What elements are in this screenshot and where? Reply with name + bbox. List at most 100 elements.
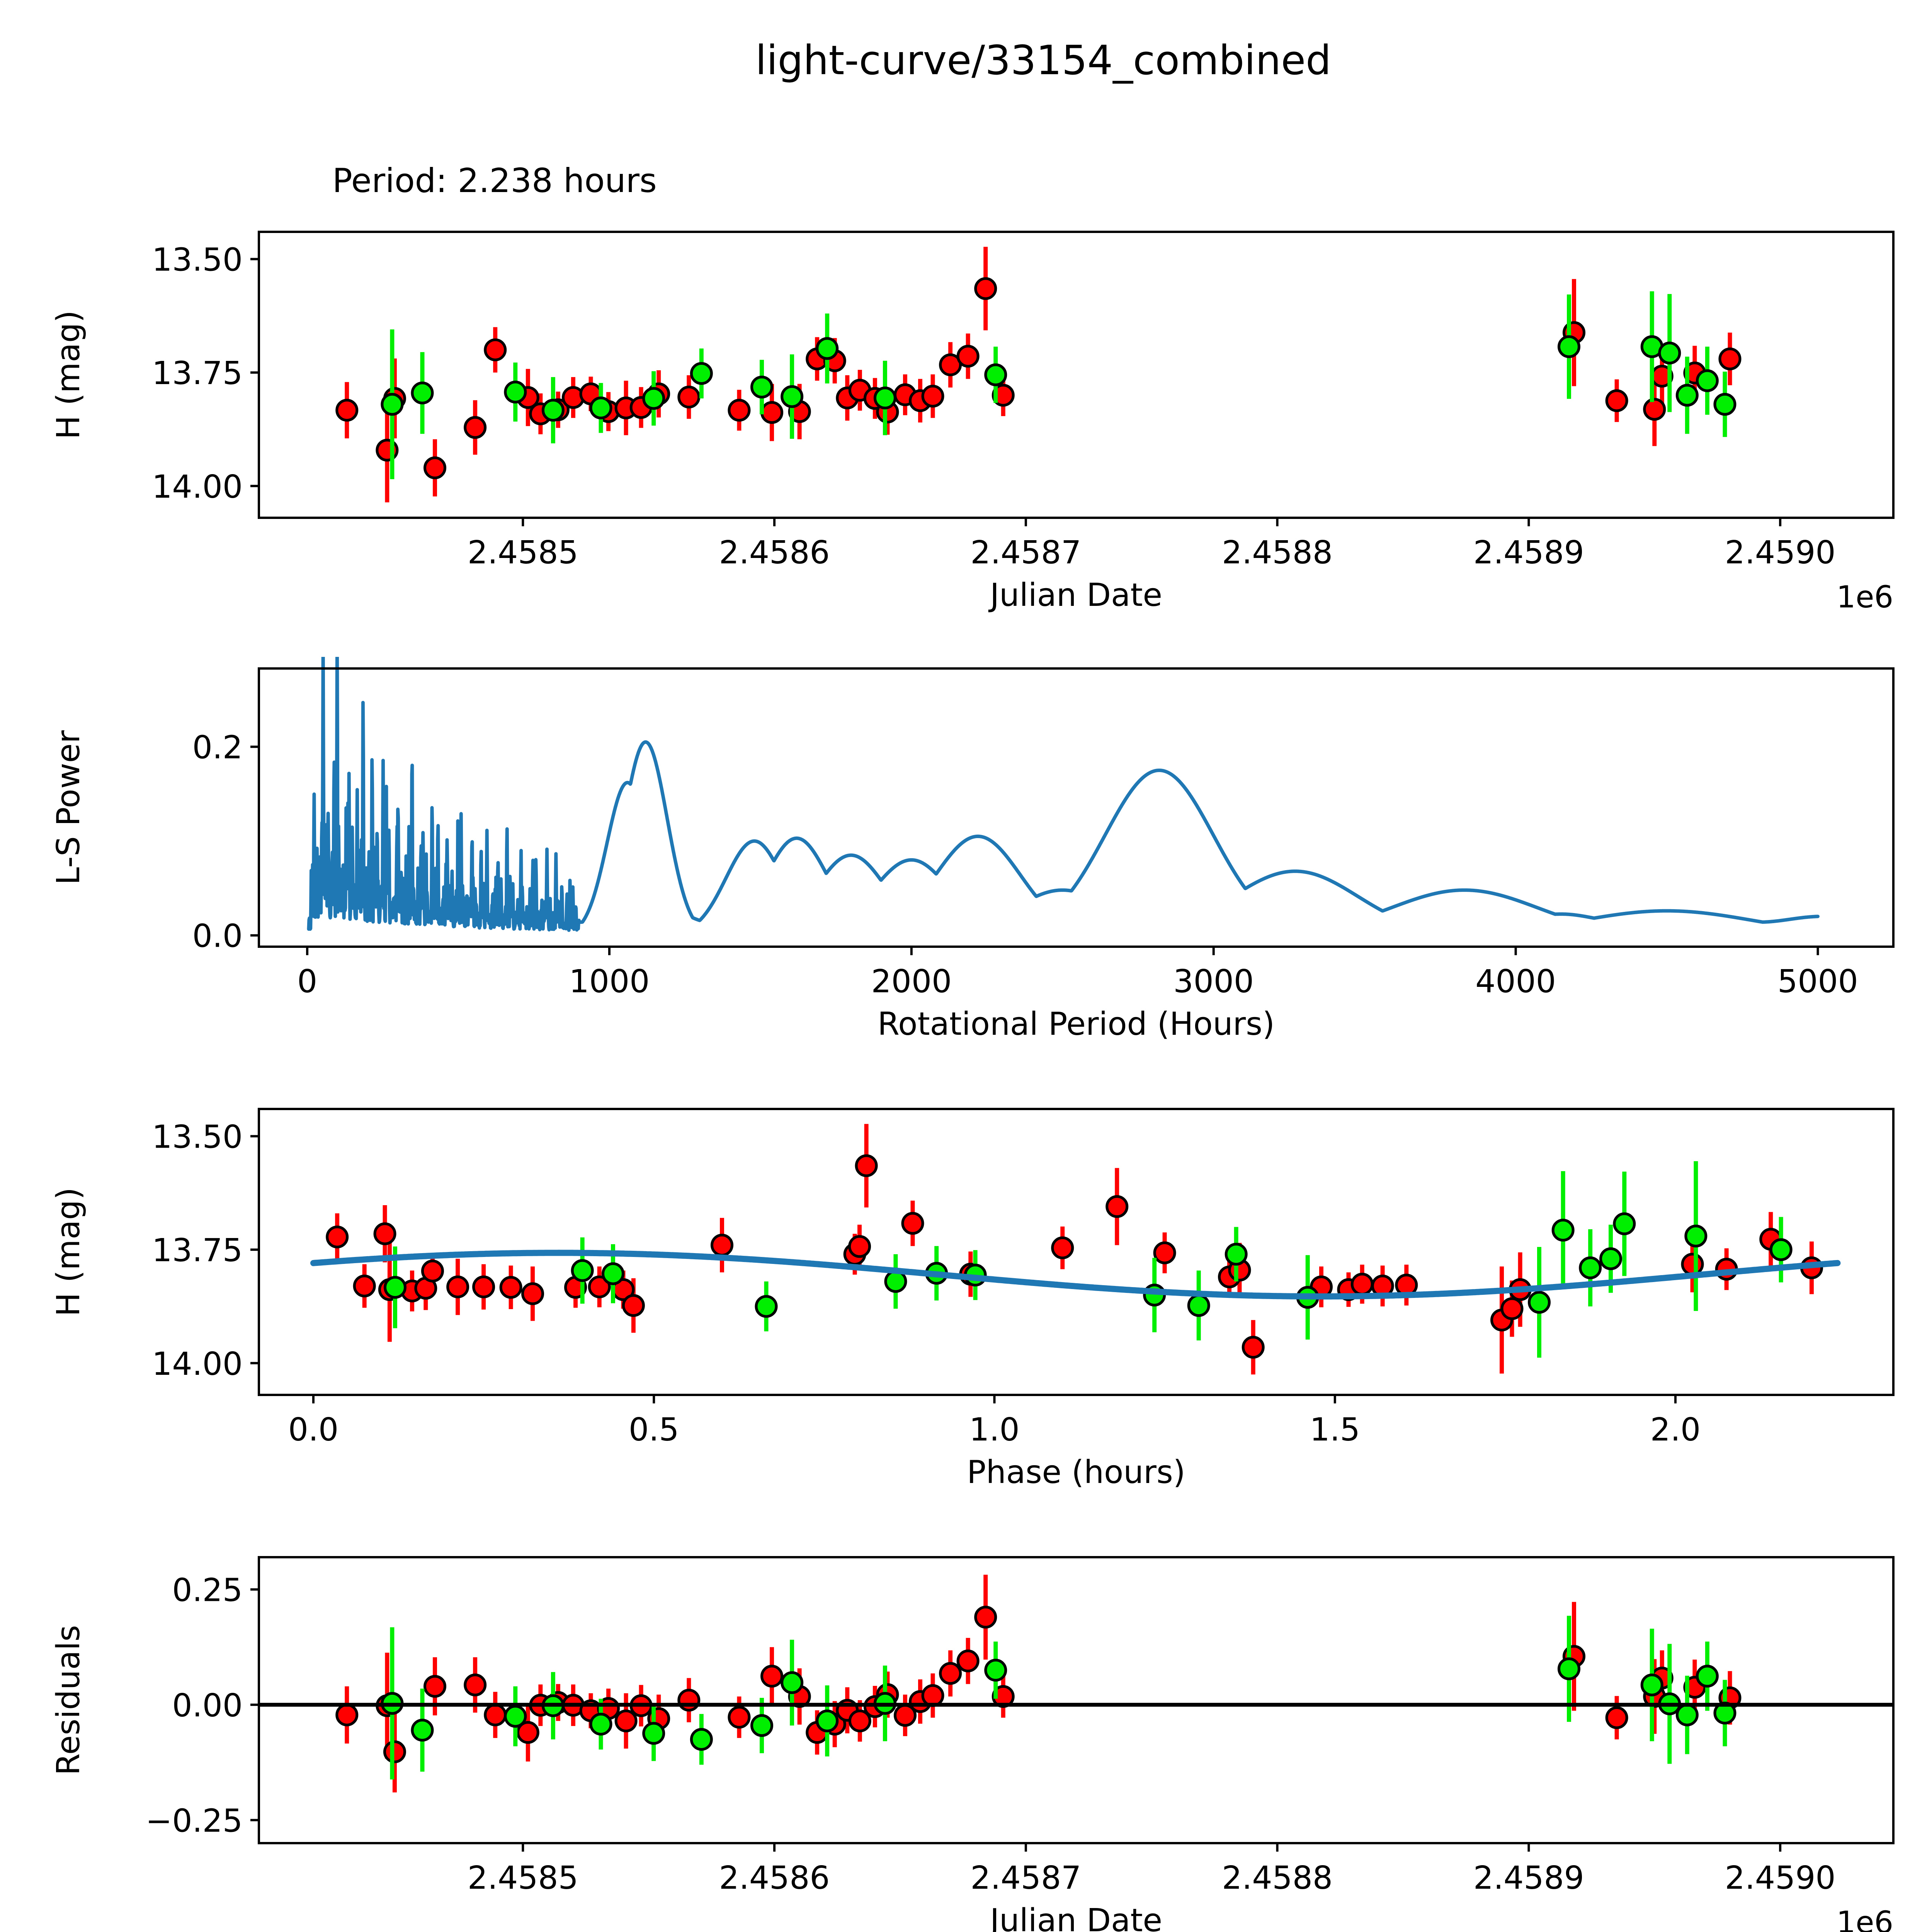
data-point[interactable] [1675,384,1699,407]
data-point[interactable] [373,1222,396,1245]
data-point[interactable] [781,385,804,408]
data-point[interactable] [1605,389,1628,412]
data-point[interactable] [335,1703,359,1726]
data-point[interactable] [1558,1657,1581,1680]
data-point[interactable] [1718,347,1742,371]
data-point[interactable] [1500,1297,1524,1320]
data-point[interactable] [992,384,1015,407]
data-point[interactable] [974,277,997,300]
data-point[interactable] [677,386,701,409]
data-point[interactable] [1613,1212,1636,1235]
data-point[interactable] [901,1212,924,1235]
data-point[interactable] [484,338,507,361]
data-point[interactable] [848,1235,871,1258]
data-point[interactable] [1713,393,1736,416]
panel-residuals: 2.4585 2.4586 2.4587 2.4588 2.4589 2.4590 0.25… [0,1542,1932,1932]
data-point[interactable] [571,1259,594,1282]
data-point[interactable] [499,1276,522,1299]
data-point[interactable] [760,1665,784,1688]
data-point[interactable] [472,1275,495,1298]
data-point[interactable] [755,1295,778,1318]
data-point[interactable] [939,353,962,376]
data-point[interactable] [1187,1294,1210,1317]
data-point[interactable] [383,1740,406,1764]
data-point[interactable] [1640,1673,1663,1697]
data-point[interactable] [728,1706,751,1729]
data-point[interactable] [504,381,527,404]
data-point[interactable] [1528,1291,1551,1314]
data-point[interactable] [384,1276,406,1299]
data-point[interactable] [1105,1195,1129,1218]
data-point[interactable] [690,362,713,385]
data-point[interactable] [464,1673,487,1697]
data-point[interactable] [423,456,447,480]
data-point[interactable] [381,393,404,416]
data-point[interactable] [1579,1256,1602,1279]
data-point[interactable] [642,1722,665,1745]
series-red [326,1124,1823,1375]
data-point[interactable] [642,387,665,410]
data-point[interactable] [589,1713,612,1736]
data-point[interactable] [1605,1706,1628,1729]
data-point[interactable] [1675,1703,1699,1726]
data-point[interactable] [1696,369,1719,392]
data-point[interactable] [521,1282,544,1305]
data-point[interactable] [353,1274,376,1298]
data-point[interactable] [589,396,612,420]
data-point[interactable] [750,1714,774,1737]
data-point[interactable] [614,1709,638,1733]
data-point[interactable] [411,381,434,405]
data-point[interactable] [728,399,751,422]
data-point[interactable] [1153,1241,1176,1264]
data-point[interactable] [622,1294,645,1317]
data-point[interactable] [939,1662,962,1685]
data-point[interactable] [1051,1236,1074,1259]
data-point[interactable] [421,1259,444,1282]
data-point[interactable] [760,401,784,424]
data-point[interactable] [974,1605,997,1629]
data-point[interactable] [516,1721,539,1744]
data-point[interactable] [855,1154,878,1177]
data-point[interactable] [816,337,839,360]
data-point[interactable] [921,1684,944,1707]
data-point[interactable] [816,1709,839,1733]
data-point[interactable] [984,363,1007,386]
data-point[interactable] [1242,1336,1265,1359]
data-point[interactable] [464,416,487,439]
data-point[interactable] [335,399,359,422]
data-point[interactable] [1769,1238,1793,1261]
data-point[interactable] [588,1275,611,1298]
data-point[interactable] [690,1728,713,1751]
data-point[interactable] [411,1719,434,1742]
data-point[interactable] [1681,1253,1704,1276]
data-point[interactable] [1350,1272,1374,1296]
data-point[interactable] [446,1275,469,1298]
data-point[interactable] [984,1658,1007,1682]
data-point[interactable] [423,1675,447,1698]
data-point[interactable] [1684,1225,1708,1248]
data-point[interactable] [677,1689,701,1712]
data-point[interactable] [541,399,565,422]
data-point[interactable] [956,1650,980,1673]
data-point[interactable] [1558,335,1581,358]
data-point[interactable] [921,384,944,408]
data-point[interactable] [781,1671,804,1694]
data-point[interactable] [873,386,896,410]
data-point[interactable] [1599,1247,1622,1270]
data-point[interactable] [602,1262,624,1285]
data-point[interactable] [711,1233,733,1257]
data-point[interactable] [1658,342,1681,365]
data-point[interactable] [956,345,980,368]
data-point[interactable] [1696,1665,1719,1688]
data-point[interactable] [484,1703,507,1726]
x-tick-label: 2.4589 [1473,534,1584,571]
data-point[interactable] [504,1705,527,1728]
x-tick-label: 2.4586 [719,1860,830,1896]
data-point[interactable] [1551,1219,1575,1242]
data-point[interactable] [848,1709,871,1733]
plot-frame [258,1556,1895,1844]
data-point[interactable] [1643,398,1666,421]
data-point[interactable] [1225,1243,1248,1266]
data-point[interactable] [750,376,774,399]
data-point[interactable] [326,1225,349,1248]
